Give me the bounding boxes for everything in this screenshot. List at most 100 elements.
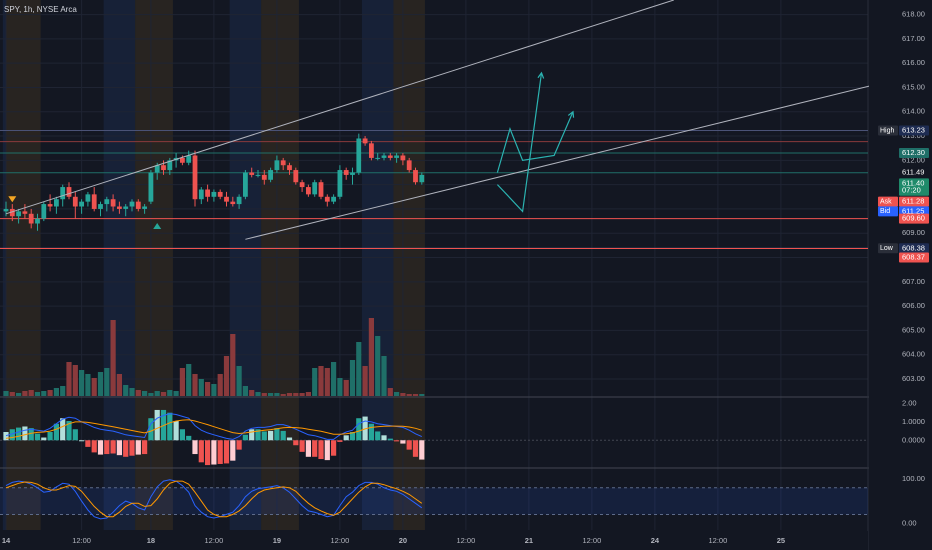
drawings[interactable] <box>5 0 914 240</box>
projection-path <box>496 111 574 173</box>
signal-marker <box>153 222 162 229</box>
stochastic-pane[interactable] <box>0 479 868 520</box>
price-tick-label: 612.00 <box>902 155 925 164</box>
macd-histogram-bar <box>337 440 343 442</box>
macd-histogram-bar <box>280 430 286 441</box>
macd-histogram-bar <box>129 440 135 456</box>
candle <box>337 170 343 197</box>
price-tick-label: 617.00 <box>902 34 925 43</box>
volume-bar <box>343 380 349 396</box>
signal-line <box>5 419 422 439</box>
signal-marker <box>8 196 17 203</box>
symbol-label[interactable]: SPY, 1h, NYSE Arca <box>4 5 77 14</box>
price-tag-label: Low <box>880 245 894 252</box>
macd-histogram-bar <box>85 440 91 447</box>
volume-bar <box>53 388 59 396</box>
candle <box>274 160 280 171</box>
volume-bar <box>28 390 34 396</box>
volume-bar <box>280 394 286 396</box>
macd-histogram-bar <box>66 420 72 441</box>
macd-histogram-bar <box>255 429 261 441</box>
price-label-box <box>899 148 929 159</box>
price-levels <box>0 129 868 250</box>
candle <box>243 172 248 197</box>
stoch-k-line <box>5 479 423 520</box>
volume-bar <box>160 392 167 396</box>
candle <box>35 218 40 224</box>
candle <box>72 196 78 207</box>
price-axis-bg <box>869 0 932 550</box>
macd-histogram-bar <box>400 440 406 444</box>
volume-bar <box>173 391 179 396</box>
macd-tick-label: 0.0000 <box>902 435 925 444</box>
time-tick-label: 12:00 <box>583 536 602 545</box>
price-tick-label: 606.00 <box>902 301 925 310</box>
macd-histogram-bar <box>41 437 47 441</box>
price-label-box <box>899 125 929 136</box>
candle <box>79 201 84 207</box>
macd-histogram-bar <box>72 429 78 441</box>
volume-bar <box>381 356 387 396</box>
volume-bar <box>79 370 85 396</box>
time-axis[interactable]: 14 12:00 18 12:00 19 12:00 20 12:00 21 12:00 24 12:… <box>0 531 868 550</box>
price-tick-label: 618.00 <box>902 10 925 19</box>
volume-bar <box>368 318 374 396</box>
price-label-box <box>899 213 929 224</box>
time-tick-label: 12:00 <box>331 536 350 545</box>
volume-bar <box>400 393 406 396</box>
volume-bar <box>135 390 141 396</box>
volume-bar <box>205 382 211 396</box>
price-label-value: 608.38 <box>902 243 925 252</box>
macd-histogram-bar <box>22 426 28 441</box>
candle <box>85 194 91 202</box>
macd-histogram-bar <box>217 440 223 464</box>
volume-bar <box>116 374 122 396</box>
macd-histogram-bar <box>179 429 185 441</box>
volume-bar <box>268 393 274 396</box>
volume-bar <box>97 372 104 396</box>
candle <box>224 196 229 202</box>
volume-bar <box>305 392 311 396</box>
volume-bar <box>249 390 255 396</box>
candle <box>117 206 122 209</box>
channel-line <box>5 0 674 215</box>
macd-histogram-bar <box>123 440 129 457</box>
macd-pane[interactable] <box>0 409 868 466</box>
macd-histogram-bar <box>104 440 110 455</box>
price-label-box <box>899 196 929 207</box>
volume-bar <box>217 374 223 396</box>
macd-histogram-bar <box>381 435 387 441</box>
volume-bar <box>349 360 356 396</box>
macd-histogram-bar <box>356 418 362 441</box>
macd-histogram-bar <box>286 437 293 441</box>
candlesticks[interactable] <box>3 133 425 231</box>
volume-bar <box>261 393 267 396</box>
macd-histogram-bar <box>110 440 116 454</box>
volume-bar <box>66 362 72 396</box>
candle <box>161 165 166 171</box>
macd-histogram-bar <box>167 412 173 441</box>
volume-bar <box>356 342 362 396</box>
macd-histogram-bar <box>186 435 192 441</box>
macd-histogram-bar <box>419 440 425 460</box>
volume-bar <box>47 390 53 396</box>
volume-bar <box>337 378 343 396</box>
candle <box>413 170 418 183</box>
volume-bar <box>362 366 368 396</box>
candle <box>217 191 223 197</box>
price-tick-label: 605.00 <box>902 325 925 334</box>
candle <box>406 160 412 171</box>
macd-histogram-bar <box>148 418 154 441</box>
macd-histogram-bar <box>135 440 141 455</box>
candle <box>28 213 34 224</box>
volume-bar <box>142 391 148 396</box>
volume-bar <box>60 386 66 396</box>
candle <box>135 201 141 209</box>
macd-histogram-bar <box>28 428 34 441</box>
price-axis[interactable]: 603.00604.00605.00606.00607.00608.00609.… <box>869 0 932 550</box>
price-label-value: 07:20 <box>902 186 921 195</box>
volume-bar <box>242 386 248 396</box>
volume-bar <box>3 391 9 396</box>
price-label-value: 611.28 <box>902 197 924 206</box>
